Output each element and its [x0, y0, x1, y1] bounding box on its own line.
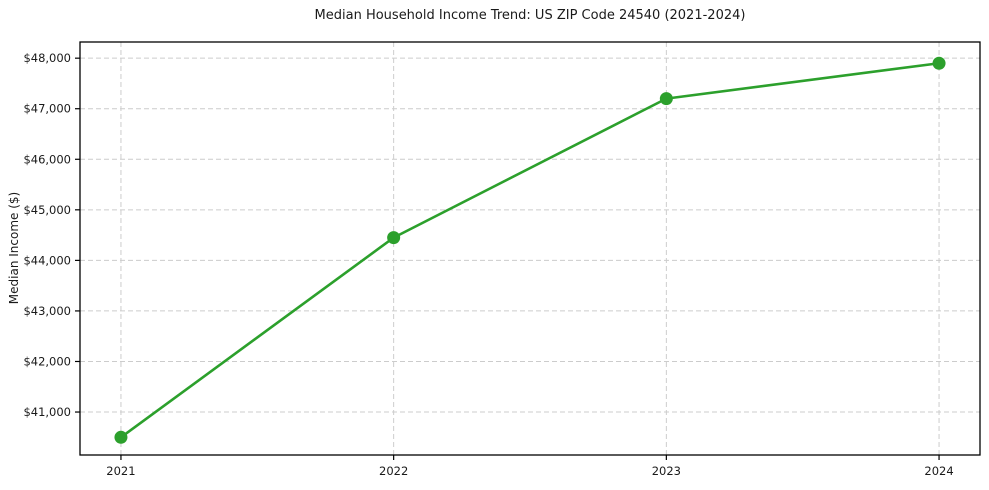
- x-tick-label: 2023: [652, 464, 681, 478]
- chart-title: Median Household Income Trend: US ZIP Co…: [314, 8, 746, 23]
- x-tick-label: 2021: [106, 464, 135, 478]
- data-point: [114, 430, 128, 444]
- x-tick-label: 2022: [379, 464, 408, 478]
- plot-border: [79, 41, 981, 456]
- y-tick-label: $48,000: [23, 51, 71, 65]
- y-tick-label: $43,000: [23, 304, 71, 318]
- y-tick-label: $41,000: [23, 405, 71, 419]
- y-tick-label: $47,000: [23, 102, 71, 116]
- data-point: [387, 231, 401, 245]
- y-tick-label: $46,000: [23, 152, 71, 166]
- y-tick-label: $44,000: [23, 253, 71, 267]
- x-tick-label: 2024: [924, 464, 953, 478]
- y-tick-label: $42,000: [23, 354, 71, 368]
- data-line: [119, 61, 941, 439]
- data-point: [659, 92, 673, 106]
- data-point: [932, 56, 946, 70]
- y-tick-label: $45,000: [23, 203, 71, 217]
